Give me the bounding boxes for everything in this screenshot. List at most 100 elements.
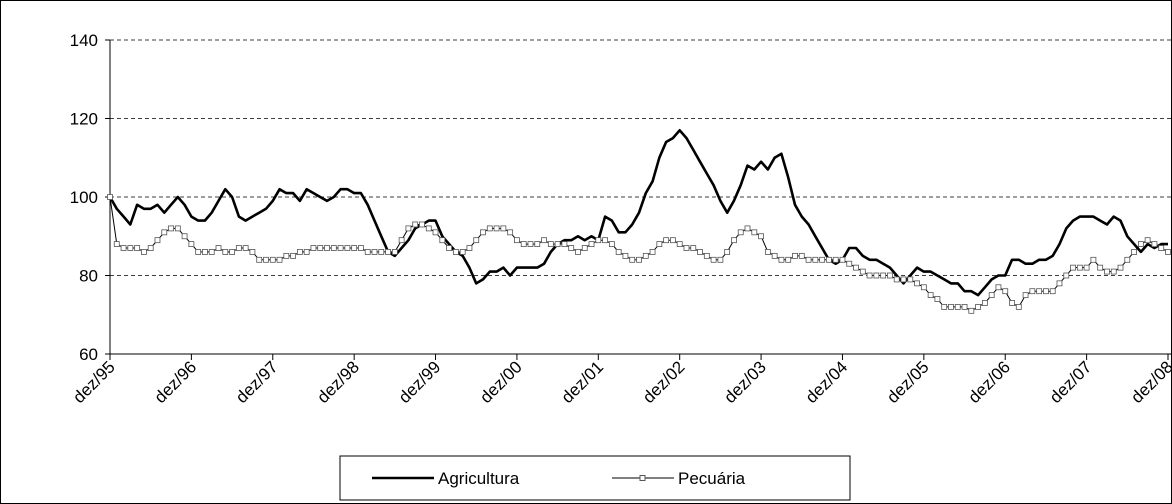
point-marker xyxy=(514,237,520,244)
point-marker xyxy=(622,252,629,259)
point-marker xyxy=(337,245,344,251)
point-marker xyxy=(303,249,310,255)
point-marker xyxy=(629,256,636,263)
point-marker xyxy=(412,221,419,228)
point-marker xyxy=(744,225,751,232)
point-marker xyxy=(432,229,439,236)
point-marker xyxy=(459,249,466,255)
point-marker xyxy=(615,249,622,255)
point-marker xyxy=(310,245,317,251)
point-marker xyxy=(269,256,276,263)
point-marker xyxy=(134,245,141,251)
point-marker xyxy=(276,256,283,263)
point-marker xyxy=(948,303,954,310)
point-marker xyxy=(1131,249,1137,255)
point-marker xyxy=(1165,249,1171,255)
point-marker xyxy=(1158,245,1165,251)
point-marker xyxy=(147,245,154,251)
point-marker xyxy=(1117,264,1124,271)
point-marker xyxy=(670,237,676,244)
point-marker xyxy=(1029,288,1036,295)
point-marker xyxy=(473,237,480,244)
point-marker xyxy=(378,249,385,255)
point-marker xyxy=(1043,288,1049,295)
point-marker xyxy=(588,241,595,248)
point-marker xyxy=(202,249,208,255)
point-marker xyxy=(642,252,649,259)
point-marker xyxy=(805,256,812,263)
point-marker xyxy=(676,241,683,248)
point-marker xyxy=(188,241,195,248)
point-marker xyxy=(520,241,527,248)
point-marker xyxy=(195,249,202,255)
point-marker xyxy=(1144,237,1151,244)
point-marker xyxy=(961,303,968,310)
point-marker xyxy=(697,249,703,255)
point-marker xyxy=(527,241,534,248)
point-marker xyxy=(466,245,473,251)
point-marker xyxy=(602,237,608,244)
point-marker xyxy=(215,245,222,251)
point-marker xyxy=(561,241,568,248)
point-marker xyxy=(385,249,391,255)
point-marker xyxy=(208,249,215,255)
point-marker xyxy=(825,256,832,263)
point-marker xyxy=(663,237,670,244)
point-marker xyxy=(792,252,798,259)
point-marker xyxy=(541,237,547,244)
point-marker xyxy=(486,225,493,232)
point-marker xyxy=(710,256,717,263)
point-marker xyxy=(330,245,337,251)
point-marker xyxy=(1022,292,1029,299)
point-marker xyxy=(866,272,873,279)
point-marker xyxy=(1124,256,1131,263)
point-marker xyxy=(398,237,405,244)
point-marker xyxy=(256,256,263,263)
point-marker xyxy=(222,249,229,255)
point-marker xyxy=(249,249,256,255)
point-marker xyxy=(1009,300,1015,306)
point-marker xyxy=(907,276,914,283)
point-marker xyxy=(995,284,1002,291)
point-marker xyxy=(371,249,378,255)
point-marker xyxy=(235,245,242,251)
point-marker xyxy=(839,256,846,263)
point-marker xyxy=(683,245,690,251)
point-marker xyxy=(534,241,541,248)
point-marker xyxy=(351,245,358,251)
point-marker xyxy=(1002,288,1009,295)
point-marker xyxy=(391,249,398,255)
point-marker xyxy=(927,292,934,299)
point-marker xyxy=(1104,268,1110,275)
point-marker xyxy=(1076,264,1083,271)
point-marker xyxy=(975,303,982,310)
point-marker xyxy=(500,225,507,232)
point-marker xyxy=(317,245,324,251)
point-marker xyxy=(608,241,615,248)
point-marker xyxy=(690,245,697,251)
point-marker xyxy=(873,272,880,279)
point-marker xyxy=(174,225,181,232)
point-marker xyxy=(127,245,134,251)
point-marker xyxy=(493,225,500,232)
y-tick-label: 100 xyxy=(70,188,98,207)
point-marker xyxy=(656,241,663,248)
point-marker xyxy=(581,245,588,251)
point-marker xyxy=(324,245,330,251)
point-marker xyxy=(636,256,642,263)
point-marker xyxy=(419,221,425,228)
point-marker xyxy=(1063,272,1070,279)
point-marker xyxy=(290,252,297,259)
point-marker xyxy=(758,233,764,240)
point-marker xyxy=(507,229,514,236)
point-marker xyxy=(439,237,446,244)
point-marker xyxy=(1137,241,1144,248)
point-marker xyxy=(1083,264,1090,271)
point-marker xyxy=(1090,256,1097,263)
point-marker xyxy=(1036,288,1043,295)
point-marker xyxy=(1056,280,1063,287)
point-marker xyxy=(703,252,710,259)
point-marker xyxy=(113,241,120,248)
point-marker xyxy=(358,245,364,251)
point-marker xyxy=(880,272,887,279)
